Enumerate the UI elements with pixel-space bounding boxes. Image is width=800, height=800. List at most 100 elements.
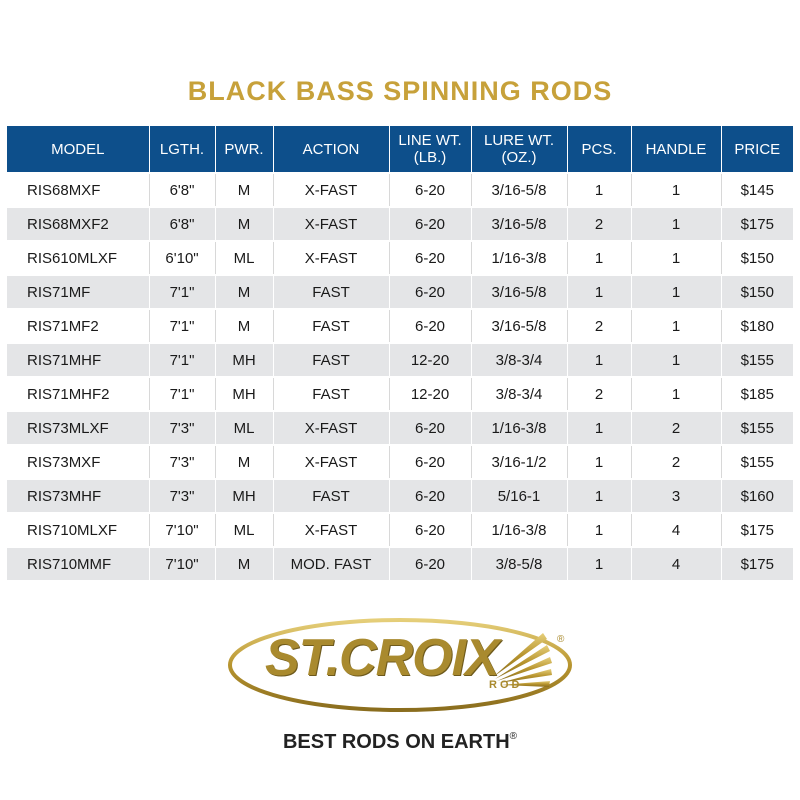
table-cell: 6-20	[389, 240, 472, 275]
table-cell: 1	[567, 342, 632, 377]
table-cell: 1	[631, 206, 722, 241]
table-cell: RIS610MLXF	[7, 240, 150, 275]
table-cell: RIS710MMF	[7, 546, 150, 580]
table-cell: X-FAST	[273, 172, 390, 207]
table-cell: 7'3"	[149, 444, 216, 479]
logo-wordmark: ST.CROIX	[265, 629, 500, 687]
column-header-label: MODEL	[51, 140, 105, 158]
table-cell: 4	[631, 512, 722, 547]
table-header-row: MODEL LGTH. PWR. ACTION LINE WT. (LB.) LURE WT…	[7, 126, 793, 173]
column-header: LURE WT. (OZ.)	[471, 126, 568, 173]
table-cell: 1	[631, 274, 722, 309]
table-cell: ML	[215, 240, 274, 275]
column-header: HANDLE	[631, 126, 722, 173]
table-cell: M	[215, 206, 274, 241]
table-cell: X-FAST	[273, 206, 390, 241]
column-header-label: LINE WT.	[398, 132, 462, 149]
table-cell: 6-20	[389, 308, 472, 343]
table-row: RIS710MMF 7'10" M MOD. FAST 6-20 3/8-5/8 1 4 $17…	[7, 546, 793, 580]
table-cell: 7'1"	[149, 376, 216, 411]
table-cell: 1	[567, 546, 632, 580]
table-cell: 7'1"	[149, 274, 216, 309]
table-cell: RIS71MHF	[7, 342, 150, 377]
table-cell: 6'8"	[149, 172, 216, 207]
table-cell: 6-20	[389, 512, 472, 547]
table-cell: 7'1"	[149, 342, 216, 377]
table-cell: MH	[215, 478, 274, 513]
table-cell: FAST	[273, 478, 390, 513]
table-cell: 5/16-1	[471, 478, 568, 513]
column-header-unit: (LB.)	[413, 149, 447, 166]
column-header-label: LGTH.	[159, 140, 205, 158]
table-cell: RIS710MLXF	[7, 512, 150, 547]
tagline: BEST RODS ON EARTH®	[0, 731, 800, 754]
st-croix-logo	[228, 618, 572, 712]
table-row: RIS68MXF 6'8" M X-FAST 6-20 3/16-5/8 1 1 $145	[7, 172, 793, 207]
table-cell: $145	[721, 172, 793, 207]
column-header: LINE WT. (LB.)	[389, 126, 472, 173]
table-cell: 4	[631, 546, 722, 580]
column-header-label: PCS.	[581, 140, 617, 158]
table-cell: 12-20	[389, 342, 472, 377]
table-cell: 6'8"	[149, 206, 216, 241]
table-cell: 7'3"	[149, 478, 216, 513]
page-title: BLACK BASS SPINNING RODS	[187, 76, 613, 106]
table-cell: 7'1"	[149, 308, 216, 343]
column-header-label: PRICE	[734, 140, 781, 158]
column-header: MODEL	[7, 126, 150, 173]
tagline-text: BEST RODS ON EARTH	[282, 731, 510, 753]
table-cell: $150	[721, 274, 793, 309]
table-cell: $155	[721, 410, 793, 445]
tagline-registered-mark: ®	[509, 731, 518, 742]
table-cell: FAST	[273, 342, 390, 377]
table-cell: 3/16-1/2	[471, 444, 568, 479]
table-cell: 1	[631, 172, 722, 207]
table-cell: $180	[721, 308, 793, 343]
table-cell: 1	[631, 240, 722, 275]
table-cell: 1/16-3/8	[471, 240, 568, 275]
table-cell: RIS71MF2	[7, 308, 150, 343]
table-row: RIS710MLXF 7'10" ML X-FAST 6-20 1/16-3/8 1 4 $17…	[7, 512, 793, 547]
table-cell: 6-20	[389, 444, 472, 479]
table-cell: $155	[721, 342, 793, 377]
spec-table: MODEL LGTH. PWR. ACTION LINE WT. (LB.) LURE WT…	[7, 126, 793, 580]
table-cell: $175	[721, 206, 793, 241]
table-cell: 1	[631, 308, 722, 343]
table-cell: MOD. FAST	[273, 546, 390, 580]
table-cell: X-FAST	[273, 512, 390, 547]
logo-registered-mark: ®	[557, 634, 565, 645]
column-header-label: ACTION	[302, 140, 360, 158]
table-cell: 3/8-5/8	[471, 546, 568, 580]
table-row: RIS610MLXF 6'10" ML X-FAST 6-20 1/16-3/8 1 1 $15…	[7, 240, 793, 275]
table-cell: 3/16-5/8	[471, 274, 568, 309]
column-header: LGTH.	[149, 126, 216, 173]
table-cell: 1	[567, 274, 632, 309]
table-cell: 3/16-5/8	[471, 172, 568, 207]
table-cell: 1	[631, 342, 722, 377]
table-cell: 6-20	[389, 274, 472, 309]
column-header: PRICE	[721, 126, 793, 173]
column-header-unit: (OZ.)	[501, 149, 537, 166]
table-cell: 1	[567, 172, 632, 207]
table-cell: MH	[215, 342, 274, 377]
table-body: RIS68MXF 6'8" M X-FAST 6-20 3/16-5/8 1 1 $145 RIS…	[7, 172, 793, 580]
table-cell: RIS71MHF2	[7, 376, 150, 411]
column-header-label: LURE WT.	[483, 132, 554, 149]
table-cell: 2	[567, 206, 632, 241]
table-cell: 1	[567, 444, 632, 479]
column-header-label: HANDLE	[645, 140, 707, 158]
table-cell: RIS68MXF2	[7, 206, 150, 241]
table-cell: 7'10"	[149, 512, 216, 547]
table-cell: ML	[215, 410, 274, 445]
table-cell: 2	[567, 308, 632, 343]
table-cell: M	[215, 308, 274, 343]
table-cell: 1	[567, 512, 632, 547]
table-cell: 12-20	[389, 376, 472, 411]
table-row: RIS68MXF2 6'8" M X-FAST 6-20 3/16-5/8 2 1 $175	[7, 206, 793, 241]
table-cell: FAST	[273, 308, 390, 343]
table-cell: 2	[567, 376, 632, 411]
table-cell: 2	[631, 410, 722, 445]
table-cell: 3/16-5/8	[471, 206, 568, 241]
table-cell: 1	[567, 478, 632, 513]
table-cell: 6-20	[389, 478, 472, 513]
